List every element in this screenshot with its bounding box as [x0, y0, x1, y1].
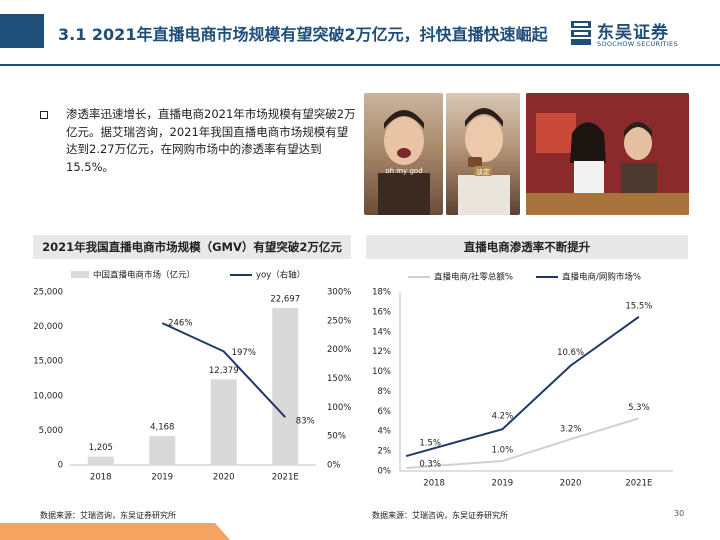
- legend-label-yoy: yoy（右轴）: [256, 270, 305, 281]
- header-divider: [0, 64, 720, 66]
- right-chart-heading: 直播电商渗透率不断提升: [366, 235, 688, 259]
- retail-share-label: 5.3%: [628, 403, 650, 413]
- market-size-bar: [149, 436, 176, 465]
- right-y-tick-label: 0%: [327, 461, 341, 471]
- market-size-label: 22,697: [270, 294, 300, 304]
- livestream-photo-1: oh my god: [364, 93, 443, 215]
- left-y-tick-label: 20,000: [33, 322, 63, 332]
- retail-share-label: 3.2%: [560, 425, 582, 435]
- livestream-photo-1-art: oh my god: [378, 110, 430, 215]
- yoy-label: 246%: [168, 319, 192, 329]
- legend-label-market-size: 中国直播电商市场（亿元）: [93, 270, 195, 281]
- right-chart-source: 数据来源：艾瑞咨询，东吴证券研究所: [372, 511, 508, 520]
- retail-share-label: 1.0%: [492, 446, 514, 456]
- left-chart-source: 数据来源：艾瑞咨询，东吴证券研究所: [40, 511, 176, 520]
- left-y-tick-label: 5,000: [39, 426, 63, 436]
- right-chart-y-tick-label: 18%: [372, 288, 391, 298]
- right-y-tick-label: 300%: [327, 288, 351, 298]
- livestream-photo-3-art: [526, 93, 689, 215]
- right-chart-y-tick-label: 8%: [378, 387, 392, 397]
- right-x-tick-label: 2018: [423, 479, 445, 489]
- market-size-label: 4,168: [150, 423, 174, 433]
- left-x-tick-label: 2021E: [272, 473, 299, 483]
- page-number: 30: [674, 509, 685, 518]
- online-share-label: 1.5%: [419, 439, 441, 449]
- right-chart-y-tick-label: 2%: [378, 447, 392, 457]
- right-y-tick-label: 250%: [327, 316, 351, 326]
- right-chart-y-tick-label: 14%: [372, 327, 391, 337]
- legend-swatch-market-size: [71, 271, 89, 278]
- livestream-photo-2: 淡定: [446, 93, 520, 215]
- photo-caption-1: oh my god: [385, 167, 422, 175]
- right-y-tick-label: 150%: [327, 374, 351, 384]
- right-y-tick-label: 100%: [327, 403, 351, 413]
- market-size-label: 12,379: [209, 366, 239, 376]
- market-size-bar: [210, 379, 237, 465]
- right-chart-y-tick-label: 6%: [378, 407, 392, 417]
- right-x-tick-label: 2021E: [625, 479, 652, 489]
- left-x-tick-label: 2019: [151, 473, 173, 483]
- market-size-label: 1,205: [89, 443, 113, 453]
- yoy-label: 197%: [232, 348, 256, 358]
- left-x-tick-label: 2018: [90, 473, 112, 483]
- left-y-tick-label: 0: [58, 461, 63, 471]
- summary-text: 渗透率迅速增长，直播电商2021年市场规模有望突破2万亿元。据艾瑞咨询，2021…: [66, 107, 356, 174]
- right-chart-y-tick-label: 4%: [378, 427, 392, 437]
- right-chart-y-tick-label: 16%: [372, 307, 391, 317]
- page-title: 3.1 2021年直播电商市场规模有望突破2万亿元，抖快直播快速崛起: [58, 25, 548, 44]
- right-x-tick-label: 2020: [560, 479, 582, 489]
- brand-logo-name: 东吴证券: [597, 23, 669, 43]
- photo-caption-2: 淡定: [476, 167, 490, 176]
- brand-logo-icon: [571, 21, 591, 45]
- online-share-line: [405, 316, 640, 458]
- right-y-tick-label: 50%: [327, 432, 346, 442]
- right-chart-y-tick-label: 10%: [372, 367, 391, 377]
- market-size-bar: [87, 456, 114, 465]
- left-y-tick-label: 25,000: [33, 288, 63, 298]
- brand-logo: 东吴证券 SOOCHOW SECURITIES: [570, 18, 710, 52]
- left-y-tick-label: 10,000: [33, 391, 63, 401]
- left-x-tick-label: 2020: [213, 473, 235, 483]
- yoy-line: [161, 322, 286, 418]
- livestream-photo-2-art: 淡定: [458, 108, 510, 215]
- online-share-label: 15.5%: [625, 301, 652, 311]
- footer-arrow-decoration: [0, 523, 230, 540]
- retail-share-label: 0.3%: [419, 460, 441, 470]
- right-chart-y-tick-label: 12%: [372, 347, 391, 357]
- left-chart-heading: 2021年我国直播电商市场规模（GMV）有望突破2万亿元: [33, 235, 351, 259]
- right-x-tick-label: 2019: [492, 479, 514, 489]
- livestream-photo-3: [526, 93, 689, 215]
- bullet-checkbox-icon: [40, 111, 48, 119]
- legend-label-online-share: 直播电商/网购市场%: [562, 272, 641, 283]
- retail-share-line: [406, 417, 640, 470]
- online-share-label: 10.6%: [557, 348, 584, 358]
- yoy-label: 83%: [296, 417, 315, 427]
- market-size-bar: [272, 307, 299, 465]
- right-y-tick-label: 200%: [327, 345, 351, 355]
- left-y-tick-label: 15,000: [33, 357, 63, 367]
- legend-label-retail-share: 直播电商/社零总额%: [434, 272, 513, 283]
- online-share-label: 4.2%: [492, 412, 514, 422]
- header-accent-bar: [0, 14, 44, 48]
- right-chart-y-tick-label: 0%: [378, 467, 392, 477]
- brand-logo-subtitle: SOOCHOW SECURITIES: [597, 40, 678, 48]
